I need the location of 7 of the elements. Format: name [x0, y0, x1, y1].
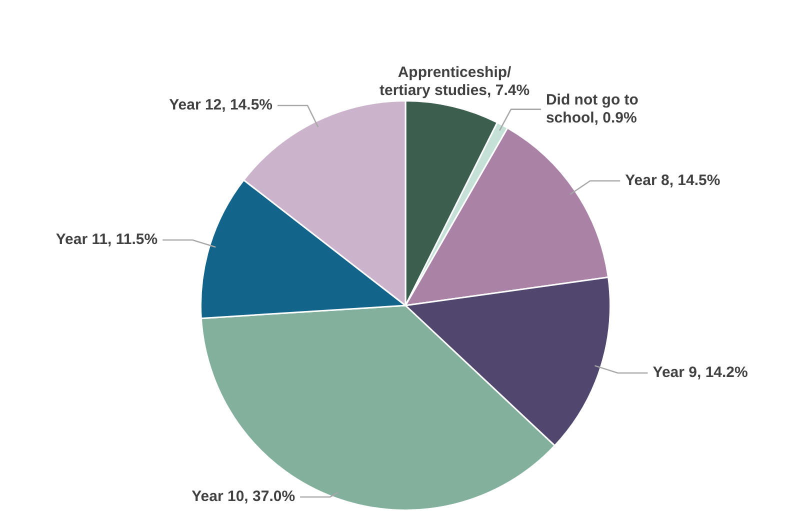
slice-label: Year 9, 14.2%: [652, 364, 748, 382]
slice-label: Apprenticeship/ tertiary studies, 7.4%: [379, 64, 530, 100]
slice-label: Year 10, 37.0%: [192, 488, 296, 506]
slice-label: Year 12, 14.5%: [169, 96, 273, 114]
slice-label: Did not go to school, 0.9%: [546, 91, 638, 126]
slice-label: Year 8, 14.5%: [625, 172, 720, 190]
slice-label: Year 11, 11.5%: [56, 231, 158, 248]
